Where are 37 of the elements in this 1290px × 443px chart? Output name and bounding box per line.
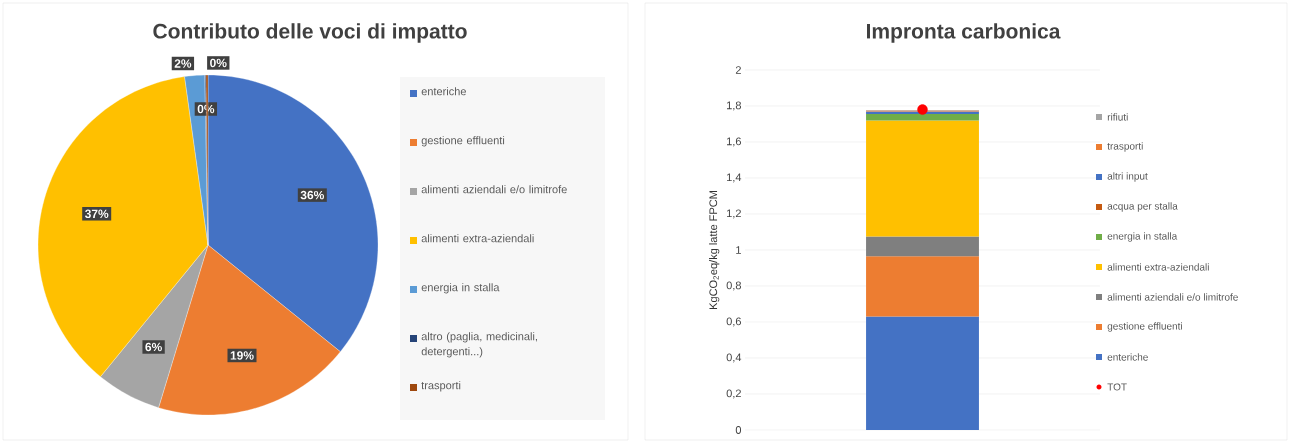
- data-label: 36%: [300, 190, 324, 200]
- legend-label: enteriche: [1107, 353, 1148, 361]
- data-label: 19%: [230, 351, 254, 360]
- chart-title: Contributo delle voci di impatto: [153, 23, 467, 43]
- legend-label: energia in stalla: [421, 283, 500, 294]
- y-tick-label: 1: [736, 246, 741, 254]
- legend-label: trasporti: [421, 381, 461, 392]
- legend-label: alimenti aziendali e/o limitrofe: [1107, 293, 1238, 301]
- legend-label: alimenti aziendali e/o limitrofe: [421, 185, 567, 194]
- legend-label: altro (paglia, medicinali, detergenti...): [421, 332, 537, 358]
- data-label: 37%: [84, 209, 109, 219]
- y-tick-label: 0,8: [726, 281, 741, 291]
- y-tick-label: 1,8: [727, 101, 741, 111]
- y-tick-label: 2: [735, 66, 741, 74]
- legend-label: enteriche: [421, 87, 466, 96]
- legend-label: acqua per stalla: [1107, 202, 1178, 212]
- legend-label: altri input: [1107, 172, 1148, 182]
- legend-label: alimenti extra-aziendali: [421, 234, 534, 243]
- y-axis-title: KgCO$_{2}$eq/kg latte FPCM: [709, 191, 720, 309]
- legend-label: energia in stalla: [1107, 232, 1178, 242]
- y-tick-label: 1,6: [727, 137, 741, 147]
- legend-label: gestione effluenti: [421, 136, 505, 147]
- y-tick-label: 0,2: [726, 389, 741, 399]
- y-tick-label: 1,2: [727, 209, 741, 219]
- legend-label: gestione effluenti: [1107, 322, 1182, 332]
- legend-label: TOT: [1107, 383, 1127, 391]
- legend-label: rifiuti: [1107, 113, 1128, 121]
- chart-title: Impronta carbonica: [866, 23, 1061, 43]
- y-tick-label: 0: [735, 426, 742, 434]
- y-tick-label: 1,4: [727, 173, 742, 183]
- legend-label: alimenti extra-aziendali: [1107, 263, 1209, 271]
- data-label: 6%: [145, 342, 162, 352]
- y-tick-label: 0,4: [726, 353, 742, 363]
- data-label: 0%: [210, 58, 227, 68]
- y-tick-label: 0,6: [726, 317, 741, 327]
- legend-label: trasporti: [1107, 142, 1143, 152]
- data-label: 2%: [174, 59, 192, 68]
